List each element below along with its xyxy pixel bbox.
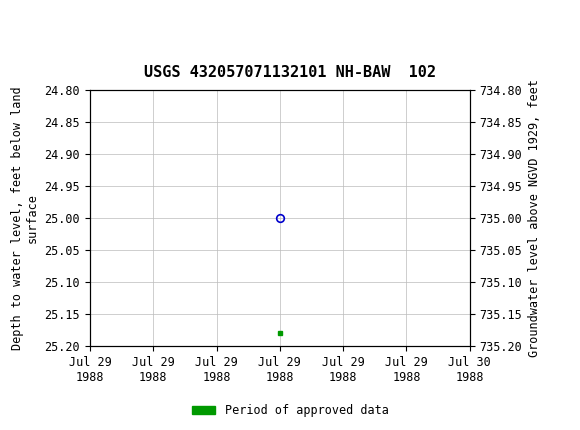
- Legend: Period of approved data: Period of approved data: [187, 399, 393, 422]
- Y-axis label: Depth to water level, feet below land
surface: Depth to water level, feet below land su…: [11, 86, 39, 350]
- Y-axis label: Groundwater level above NGVD 1929, feet: Groundwater level above NGVD 1929, feet: [528, 79, 541, 357]
- Text: ≊USGS: ≊USGS: [9, 10, 67, 30]
- Text: USGS 432057071132101 NH-BAW  102: USGS 432057071132101 NH-BAW 102: [144, 64, 436, 80]
